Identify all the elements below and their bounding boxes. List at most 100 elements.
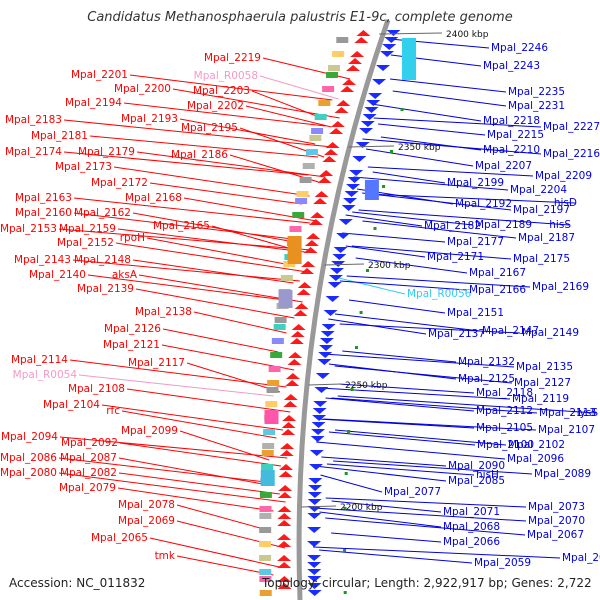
cog-block: [299, 177, 312, 183]
gene-label-left: Mpal_2219: [204, 52, 261, 64]
cog-block: [271, 338, 284, 344]
gene-label-left: Mpal_2148: [74, 254, 131, 266]
leader-line: [392, 90, 507, 107]
leader-line: [316, 441, 506, 460]
gene-label-right: Mpal_2167: [469, 267, 526, 279]
gene-label-left: Mpal_R0058: [194, 70, 258, 82]
gene-label-right: Mpal_2189: [475, 219, 532, 231]
cog-block: [266, 387, 279, 393]
cds-arrow-forward: [355, 142, 370, 148]
leader-line: [251, 90, 322, 119]
genome-backbone: [296, 19, 391, 600]
cog-block: [336, 37, 349, 43]
cds-arrow-forward: [330, 268, 345, 274]
leader-line: [118, 472, 280, 495]
gene-label-right: Mpal_2215: [487, 129, 544, 141]
leader-line: [245, 105, 332, 128]
leader-line: [211, 225, 300, 252]
cds-arrow-forward: [382, 44, 397, 50]
cds-arrow-reverse: [294, 303, 309, 309]
leader-line: [328, 318, 427, 335]
kbp-tick-line: [301, 505, 337, 508]
cds-arrow-reverse: [287, 359, 302, 365]
gene-label-left: Mpal_2092: [61, 437, 118, 449]
gene-labels: Mpal_2219 Mpal_R0058 Mpal_2201 Mpal_2203 Mpa…: [0, 42, 600, 569]
feature-marker: [382, 185, 386, 188]
leader-line: [323, 353, 515, 368]
leader-line: [378, 123, 486, 136]
leader-line: [353, 176, 509, 191]
gene-label-left: Mpal_2094: [1, 431, 58, 443]
leader-line: [101, 404, 284, 431]
leader-line: [351, 245, 512, 260]
leader-line: [337, 395, 597, 414]
leader-line: [59, 436, 288, 459]
map-title: Candidatus Methanosphaerula palustris E1…: [87, 10, 512, 25]
cds-arrow-reverse: [285, 373, 300, 379]
gene-label-left: Mpal_2160: [15, 207, 72, 219]
gene-label-left: Mpal_2121: [103, 339, 160, 351]
kbp-tick-line: [324, 263, 365, 266]
cog-block: [265, 401, 278, 407]
gene-label-left: rpoH: [120, 232, 145, 244]
cds-arrow-forward: [307, 576, 322, 582]
gene-label-left: Mpal_2108: [68, 383, 125, 395]
leader-line: [367, 193, 576, 204]
leader-line: [72, 259, 300, 282]
cds-arrow-forward: [384, 37, 399, 43]
gene-label-right: Mpal_2204: [510, 184, 567, 196]
cog-block: [292, 212, 305, 218]
cds-arrow-forward: [328, 275, 343, 281]
cds-arrow-forward: [313, 401, 328, 407]
leader-line: [390, 78, 507, 93]
leader-line: [186, 362, 281, 393]
gene-label-right: Mpal_2207: [475, 160, 532, 172]
leader-line: [259, 75, 339, 100]
cds-arrow-forward: [338, 219, 353, 225]
gene-label-left: Mpal_2086: [0, 452, 57, 464]
cds-arrow-forward: [331, 261, 346, 267]
leader-line: [73, 197, 311, 224]
leader-line: [348, 299, 446, 314]
leader-line: [334, 276, 406, 295]
cds-arrow-reverse: [308, 219, 323, 225]
cds-arrow-reverse: [330, 121, 345, 127]
cds-arrow-reverse: [277, 576, 292, 582]
leader-line: [132, 212, 295, 243]
gene-label-left: Mpal_2202: [187, 100, 244, 112]
cds-arrow-forward: [359, 128, 374, 134]
gene-label-left: Mpal_2186: [171, 149, 228, 161]
leader-line: [339, 280, 468, 291]
gene-label-left: Mpal_2114: [11, 354, 68, 366]
gene-label-left: tmk: [155, 550, 176, 562]
leader-line: [313, 546, 561, 559]
cds-arrow-reverse: [288, 352, 303, 358]
cog-block: [309, 135, 322, 141]
cds-arrow-reverse: [346, 65, 361, 71]
feature-marker: [355, 346, 359, 349]
cds-arrow-reverse: [336, 100, 351, 106]
feature-marker: [347, 430, 351, 433]
gene-label-left: Mpal_2172: [91, 177, 148, 189]
gene-label-left: Mpal_2069: [118, 515, 175, 527]
leader-line: [136, 151, 326, 178]
kbp-tick-label: 2300 kbp: [368, 261, 411, 271]
leader-line: [126, 388, 291, 413]
gene-label-right: hisD: [554, 197, 577, 209]
leader-line: [334, 429, 507, 446]
cog-block: [274, 317, 287, 323]
gene-label-right: hisS: [549, 219, 571, 231]
cds-arrow-forward: [386, 30, 401, 36]
leader-line: [355, 257, 468, 274]
kbp-tick-line: [379, 32, 443, 35]
cog-block: [261, 450, 274, 456]
cds-arrow-forward: [360, 121, 375, 127]
cds-arrow-reverse: [277, 492, 292, 498]
cds-arrow-reverse: [329, 128, 344, 134]
cds-arrow-reverse: [340, 86, 355, 92]
cds-arrow-reverse: [278, 485, 293, 491]
leader-line: [132, 259, 294, 284]
gene-label-right: Mpal_2216: [543, 148, 600, 160]
cds-arrow-forward: [343, 198, 358, 204]
gene-label-right: Mpal_2210: [483, 144, 540, 156]
